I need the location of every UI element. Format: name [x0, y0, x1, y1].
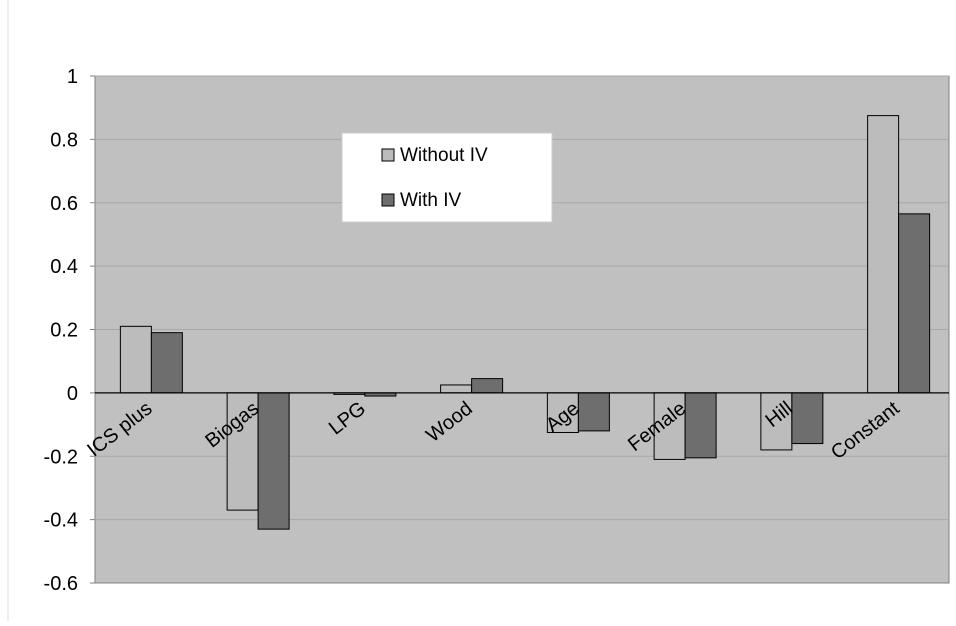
y-tick-label: 0 — [67, 383, 78, 405]
bar-constant-without-iv — [867, 115, 900, 394]
bar-hill-with-iv — [791, 392, 824, 445]
legend-label-without-iv: Without IV — [400, 145, 488, 166]
y-tick-label: -0.4 — [44, 510, 78, 532]
bar-hill-without-iv — [760, 392, 793, 451]
bar-constant-with-iv — [898, 213, 931, 394]
bars — [119, 115, 931, 530]
legend-swatch-with-iv — [381, 193, 395, 207]
y-axis-tick-labels: -0.6 -0.4 -0.2 0 0.2 0.4 0.6 0.8 1 — [44, 66, 95, 595]
bar-wood-without-iv — [440, 384, 473, 394]
bar-wood-with-iv — [471, 378, 504, 394]
bar-ics-plus-without-iv — [119, 325, 152, 394]
bar-age-with-iv — [577, 392, 610, 432]
y-tick-label: -0.2 — [44, 446, 78, 468]
legend-label-with-iv: With IV — [400, 190, 462, 211]
bar-female-without-iv — [653, 392, 686, 460]
legend-box — [341, 132, 553, 223]
y-tick-label: 0.8 — [50, 129, 78, 151]
y-tick-label: 0.6 — [50, 193, 78, 215]
y-tick-label: 0.4 — [50, 256, 78, 278]
bar-female-with-iv — [684, 392, 717, 459]
y-tick-label: 0.2 — [50, 320, 78, 342]
bar-biogas-with-iv — [257, 392, 290, 530]
y-tick-label: -0.6 — [44, 573, 78, 595]
legend-swatch-without-iv — [381, 148, 395, 162]
legend: Without IV With IV — [341, 132, 553, 223]
bar-ics-plus-with-iv — [150, 332, 183, 394]
y-tick-label: 1 — [67, 66, 78, 88]
